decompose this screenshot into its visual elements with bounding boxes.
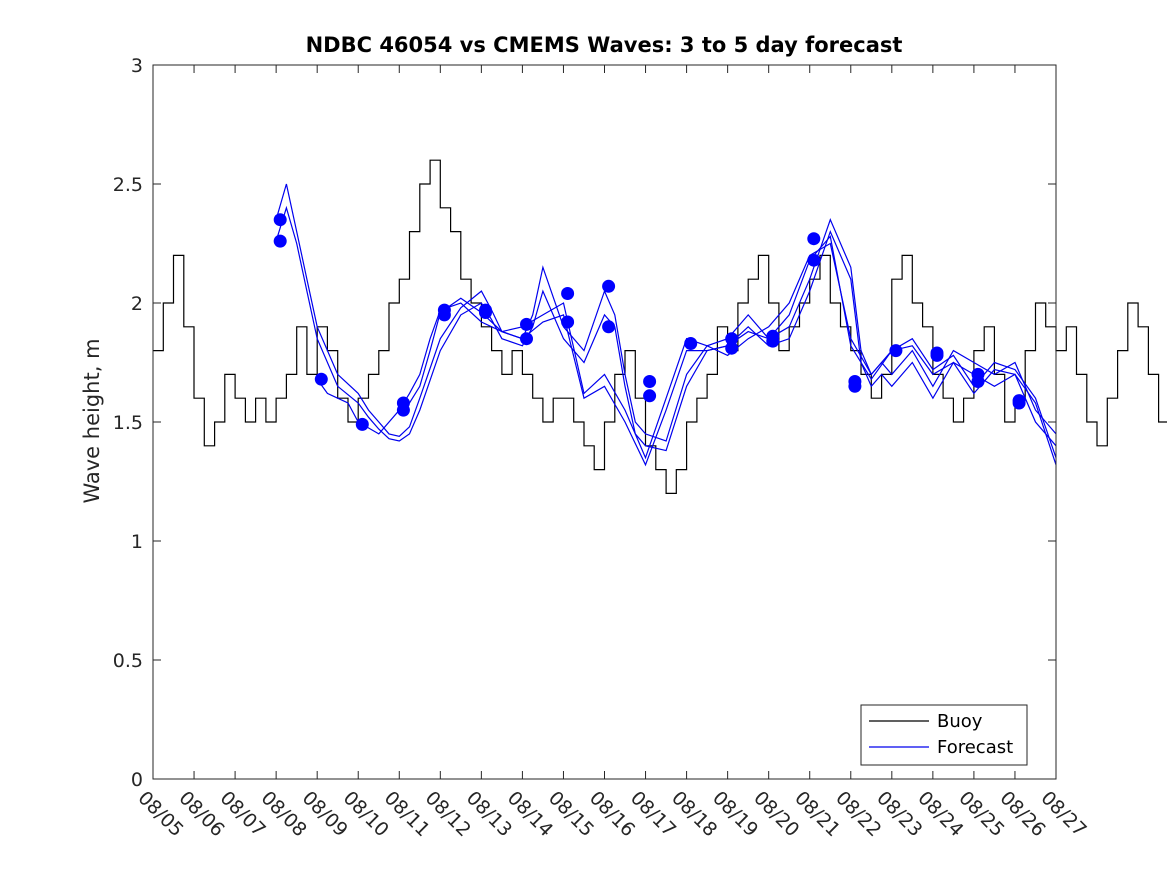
- forecast-marker-10: [479, 306, 492, 319]
- forecast-marker-16: [602, 320, 616, 334]
- y-tick-label-4: 2: [131, 293, 143, 315]
- forecast-marker-8: [437, 308, 451, 322]
- marker-layer: [273, 213, 1026, 431]
- forecast-marker-32: [971, 375, 985, 388]
- forecast-marker-3: [314, 372, 328, 386]
- forecast-marker-30: [930, 348, 944, 362]
- y-tick-label-0: 0: [131, 769, 143, 791]
- forecast-marker-28: [889, 344, 903, 358]
- chart-title: NDBC 46054 vs CMEMS Waves: 3 to 5 day fo…: [306, 33, 903, 57]
- forecast-marker-12: [520, 332, 533, 346]
- y-tick-label-5: 2.5: [113, 174, 143, 196]
- forecast-marker-23: [766, 334, 780, 348]
- forecast-marker-4: [355, 417, 369, 431]
- forecast-marker-2: [273, 234, 287, 248]
- forecast-marker-20: [725, 332, 739, 346]
- forecast-marker-1: [273, 213, 287, 227]
- forecast-run-line-4: [398, 235, 1057, 467]
- y-tick-label-1: 0.5: [113, 650, 143, 672]
- forecast-marker-18: [643, 389, 657, 403]
- y-axis-label: Wave height, m: [80, 338, 104, 503]
- legend-buoy-label: Buoy: [937, 711, 983, 732]
- forecast-marker-25: [807, 253, 821, 267]
- forecast-marker-34: [1012, 396, 1026, 410]
- forecast-marker-11: [520, 317, 533, 331]
- forecast-run-line-1: [275, 183, 1057, 442]
- forecast-marker-21: [725, 341, 739, 355]
- y-axis-ticks: 0 0.5 1 1.5 2 2.5 3: [113, 55, 1056, 791]
- y-tick-label-2: 1: [131, 531, 143, 553]
- y-tick-label-6: 3: [131, 55, 143, 77]
- forecast-run-line-2: [275, 205, 1057, 452]
- forecast-marker-15: [602, 279, 616, 293]
- legend: Buoy Forecast: [860, 704, 1028, 766]
- y-tick-label-3: 1.5: [113, 412, 143, 434]
- forecast-marker-6: [396, 403, 410, 417]
- forecast-marker-14: [561, 315, 575, 329]
- forecast-marker-27: [848, 379, 862, 393]
- buoy-series-line: [153, 159, 1167, 494]
- forecast-marker-17: [643, 375, 657, 388]
- forecast-marker-24: [807, 232, 821, 246]
- forecast-marker-19: [684, 337, 698, 350]
- legend-box: [860, 704, 1028, 766]
- legend-forecast-label: Forecast: [937, 737, 1013, 758]
- forecast-marker-13: [561, 287, 575, 300]
